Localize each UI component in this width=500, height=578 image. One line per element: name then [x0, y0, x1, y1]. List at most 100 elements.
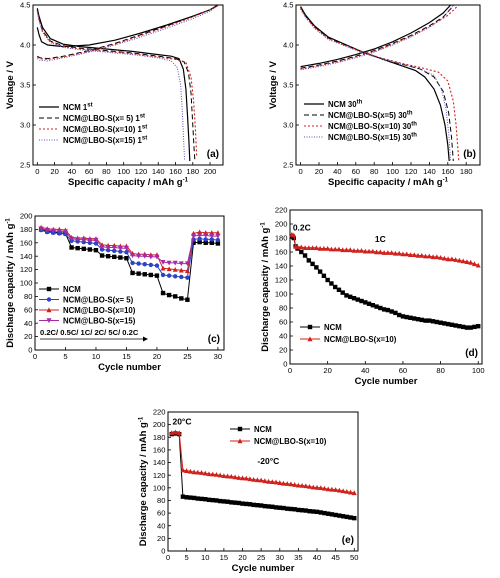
- data-point: [314, 509, 320, 515]
- y-tick-label: 0: [283, 360, 287, 369]
- data-point: [359, 248, 365, 253]
- data-point: [203, 237, 208, 242]
- data-point: [449, 322, 455, 327]
- y-tick-label: 100: [20, 279, 33, 288]
- data-point: [303, 508, 309, 513]
- data-point: [75, 245, 80, 251]
- data-point: [362, 248, 368, 254]
- legend-marker: [237, 438, 243, 444]
- series-0: [300, 4, 452, 162]
- data-point: [173, 274, 178, 279]
- x-tick-label: 15: [220, 553, 228, 562]
- data-point: [306, 245, 312, 250]
- data-point: [299, 483, 305, 488]
- y-tick-label: 80: [157, 496, 165, 505]
- data-point: [332, 284, 338, 290]
- y-axis-title: Voltage / V: [5, 60, 16, 109]
- x-tick-label: 10: [92, 352, 100, 361]
- data-point: [385, 250, 391, 255]
- data-point: [374, 249, 380, 255]
- data-point: [266, 478, 272, 484]
- data-point: [302, 253, 308, 258]
- x-axis-title: Cycle number: [232, 563, 295, 573]
- data-point: [457, 324, 462, 329]
- y-tick-label: 2.5: [283, 161, 294, 170]
- data-point: [169, 430, 175, 436]
- x-tick-label: 10: [201, 553, 209, 562]
- x-tick-label: 20: [153, 352, 161, 361]
- x-tick-label: 140: [152, 167, 165, 176]
- x-tick-label: 45: [331, 553, 339, 562]
- temperature-annotation-minus-20c: -20°C: [257, 456, 279, 466]
- legend-item: NCM@LBO-S(x=10) 30th: [304, 121, 417, 131]
- data-point: [273, 505, 279, 510]
- data-point: [203, 240, 208, 245]
- data-point: [280, 480, 286, 486]
- data-point: [336, 246, 342, 252]
- y-tick-label: 200: [153, 420, 166, 429]
- data-point: [232, 500, 238, 505]
- data-point: [381, 307, 387, 312]
- data-point: [347, 247, 353, 253]
- x-tick-label: 180: [460, 167, 473, 176]
- data-point: [325, 277, 330, 283]
- data-point: [363, 300, 368, 305]
- y-tick-label: 120: [153, 471, 166, 480]
- x-tick-label: 0: [166, 553, 170, 562]
- data-point: [87, 240, 93, 245]
- data-point: [400, 314, 406, 319]
- data-point: [310, 484, 316, 490]
- data-point: [185, 297, 190, 302]
- data-point: [178, 261, 184, 267]
- data-point: [392, 250, 398, 256]
- y-tick-label: 4.5: [283, 1, 294, 10]
- data-point: [251, 502, 256, 508]
- series-1: [300, 4, 455, 162]
- data-point: [215, 233, 221, 239]
- data-point: [225, 499, 230, 504]
- data-point: [184, 495, 189, 500]
- y-tick-label: 0: [161, 547, 165, 556]
- data-point: [236, 500, 241, 506]
- y-tick-label: 60: [24, 305, 32, 314]
- y-tick-label: 180: [20, 225, 33, 234]
- data-point: [325, 486, 331, 492]
- data-point: [142, 254, 148, 259]
- legend-item: NCM@LBO-S(x= 5) 1st: [39, 113, 145, 123]
- rate-annotation-1c: 1C: [375, 234, 386, 244]
- data-point: [302, 245, 308, 250]
- data-point: [281, 505, 286, 511]
- data-point: [328, 246, 334, 252]
- data-point: [209, 230, 215, 235]
- data-point: [303, 483, 309, 489]
- legend-label: NCM: [63, 285, 81, 294]
- x-tick-label: 15: [122, 352, 130, 361]
- data-point: [185, 275, 190, 280]
- data-point: [292, 482, 298, 487]
- data-point: [130, 270, 135, 276]
- data-point: [203, 496, 208, 502]
- data-point: [195, 496, 201, 501]
- panel-a-voltage-1st-cycle: 0 20 40 60 80 100 120 140 160 180 200 2.5 3.0 3.5 4.0 4…: [5, 1, 224, 188]
- data-point: [217, 472, 223, 478]
- data-point: [310, 261, 315, 267]
- x-tick-label: 60: [399, 366, 407, 375]
- data-point: [180, 494, 186, 499]
- x-tick-label: 0: [288, 366, 292, 375]
- data-point: [44, 227, 50, 233]
- data-point: [344, 489, 350, 494]
- data-point: [314, 265, 319, 270]
- data-point: [229, 500, 234, 505]
- x-tick-label: 60: [352, 167, 360, 176]
- data-point: [318, 510, 323, 515]
- data-point: [468, 325, 473, 330]
- data-point: [340, 247, 346, 253]
- data-point: [400, 251, 406, 257]
- data-point: [355, 297, 360, 302]
- legend-label: NCM@LBO-S(x= 5): [63, 295, 134, 304]
- charge-curve: [36, 4, 219, 48]
- legend-label: NCM 1st: [63, 102, 93, 112]
- series-2: [300, 4, 460, 162]
- legend-label: NCM@LBO-S(x=10) 1st: [63, 124, 147, 134]
